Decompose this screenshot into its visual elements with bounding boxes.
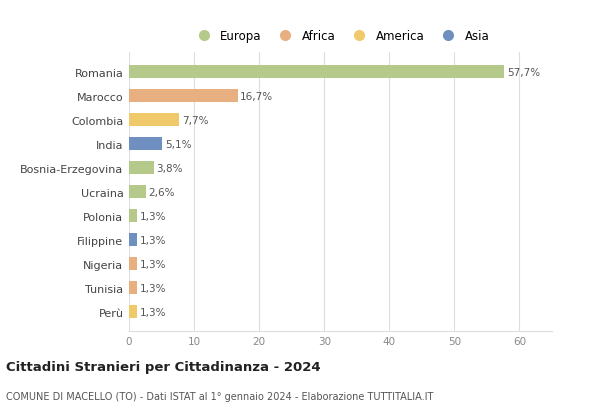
- Text: 1,3%: 1,3%: [140, 307, 167, 317]
- Bar: [129, 281, 137, 294]
- Bar: [129, 66, 505, 79]
- Legend: Europa, Africa, America, Asia: Europa, Africa, America, Asia: [187, 26, 494, 48]
- Text: 1,3%: 1,3%: [140, 235, 167, 245]
- Bar: [129, 90, 238, 103]
- Text: Cittadini Stranieri per Cittadinanza - 2024: Cittadini Stranieri per Cittadinanza - 2…: [6, 360, 320, 373]
- Text: 7,7%: 7,7%: [182, 115, 208, 125]
- Text: COMUNE DI MACELLO (TO) - Dati ISTAT al 1° gennaio 2024 - Elaborazione TUTTITALIA: COMUNE DI MACELLO (TO) - Dati ISTAT al 1…: [6, 391, 433, 401]
- Text: 3,8%: 3,8%: [157, 163, 183, 173]
- Bar: [129, 306, 137, 319]
- Text: 1,3%: 1,3%: [140, 211, 167, 221]
- Text: 1,3%: 1,3%: [140, 283, 167, 293]
- Bar: [129, 209, 137, 223]
- Text: 1,3%: 1,3%: [140, 259, 167, 269]
- Text: 16,7%: 16,7%: [240, 91, 274, 101]
- Text: 2,6%: 2,6%: [149, 187, 175, 197]
- Bar: [129, 162, 154, 175]
- Text: 57,7%: 57,7%: [507, 67, 540, 77]
- Bar: [129, 186, 146, 199]
- Bar: [129, 258, 137, 271]
- Bar: [129, 138, 162, 151]
- Text: 5,1%: 5,1%: [165, 139, 191, 149]
- Bar: [129, 234, 137, 247]
- Bar: [129, 114, 179, 127]
